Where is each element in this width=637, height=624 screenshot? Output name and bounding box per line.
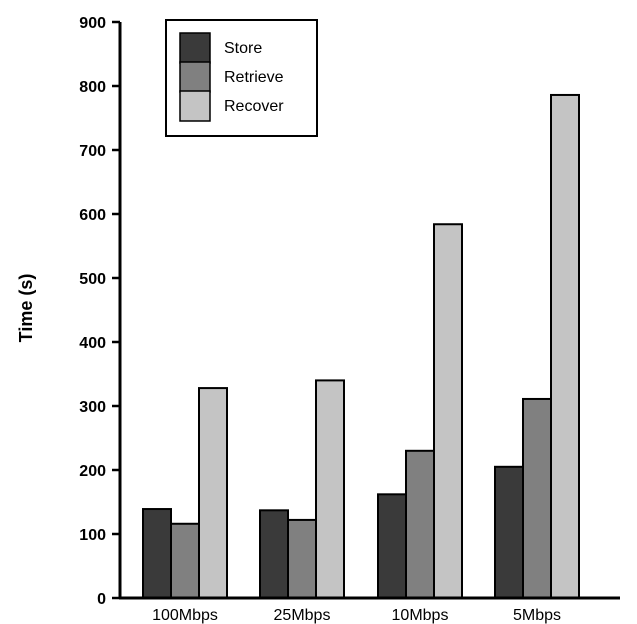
x-tick-label: 5Mbps <box>513 607 561 624</box>
x-tick-label: 100Mbps <box>152 607 218 624</box>
y-tick-label: 0 <box>97 591 106 608</box>
axes <box>118 22 620 600</box>
bar-retrieve-5mbps <box>522 397 552 599</box>
bar-store-5mbps <box>494 465 524 599</box>
bar-recover-100mbps <box>198 387 228 599</box>
bar-store-10mbps <box>377 493 407 600</box>
bar-recover-5mbps <box>550 93 580 600</box>
bar-store-25mbps <box>259 509 289 600</box>
bar-group <box>142 93 580 600</box>
x-tick-labels: 100Mbps 25Mbps 10Mbps 5Mbps <box>152 607 561 624</box>
x-tick-label: 10Mbps <box>392 607 449 624</box>
y-ticks: 0 100 200 300 400 500 600 700 800 900 <box>79 15 120 608</box>
y-tick-label: 100 <box>79 527 106 544</box>
bar-retrieve-25mbps <box>287 518 317 599</box>
bar-retrieve-100mbps <box>170 522 200 600</box>
legend-label-retrieve: Retrieve <box>224 69 284 86</box>
y-tick-label: 700 <box>79 143 106 160</box>
x-tick-label: 25Mbps <box>274 607 331 624</box>
y-tick-label: 600 <box>79 207 106 224</box>
y-axis-label: Time (s) <box>16 274 36 343</box>
y-tick-label: 500 <box>79 271 106 288</box>
y-tick-label: 800 <box>79 79 106 96</box>
legend-label-store: Store <box>224 40 262 57</box>
y-tick-label: 200 <box>79 463 106 480</box>
bar-retrieve-10mbps <box>405 449 435 599</box>
y-tick-label: 900 <box>79 15 106 32</box>
legend: Store Retrieve Recover <box>165 19 318 137</box>
y-tick-label: 300 <box>79 399 106 416</box>
legend-label-recover: Recover <box>224 98 284 115</box>
legend-swatch-retrieve <box>179 61 211 93</box>
bar-recover-10mbps <box>433 223 463 600</box>
bar-store-100mbps <box>142 508 172 600</box>
bar-recover-25mbps <box>315 379 345 599</box>
legend-swatch-recover <box>179 90 211 122</box>
legend-swatch-store <box>179 32 211 64</box>
y-tick-label: 400 <box>79 335 106 352</box>
